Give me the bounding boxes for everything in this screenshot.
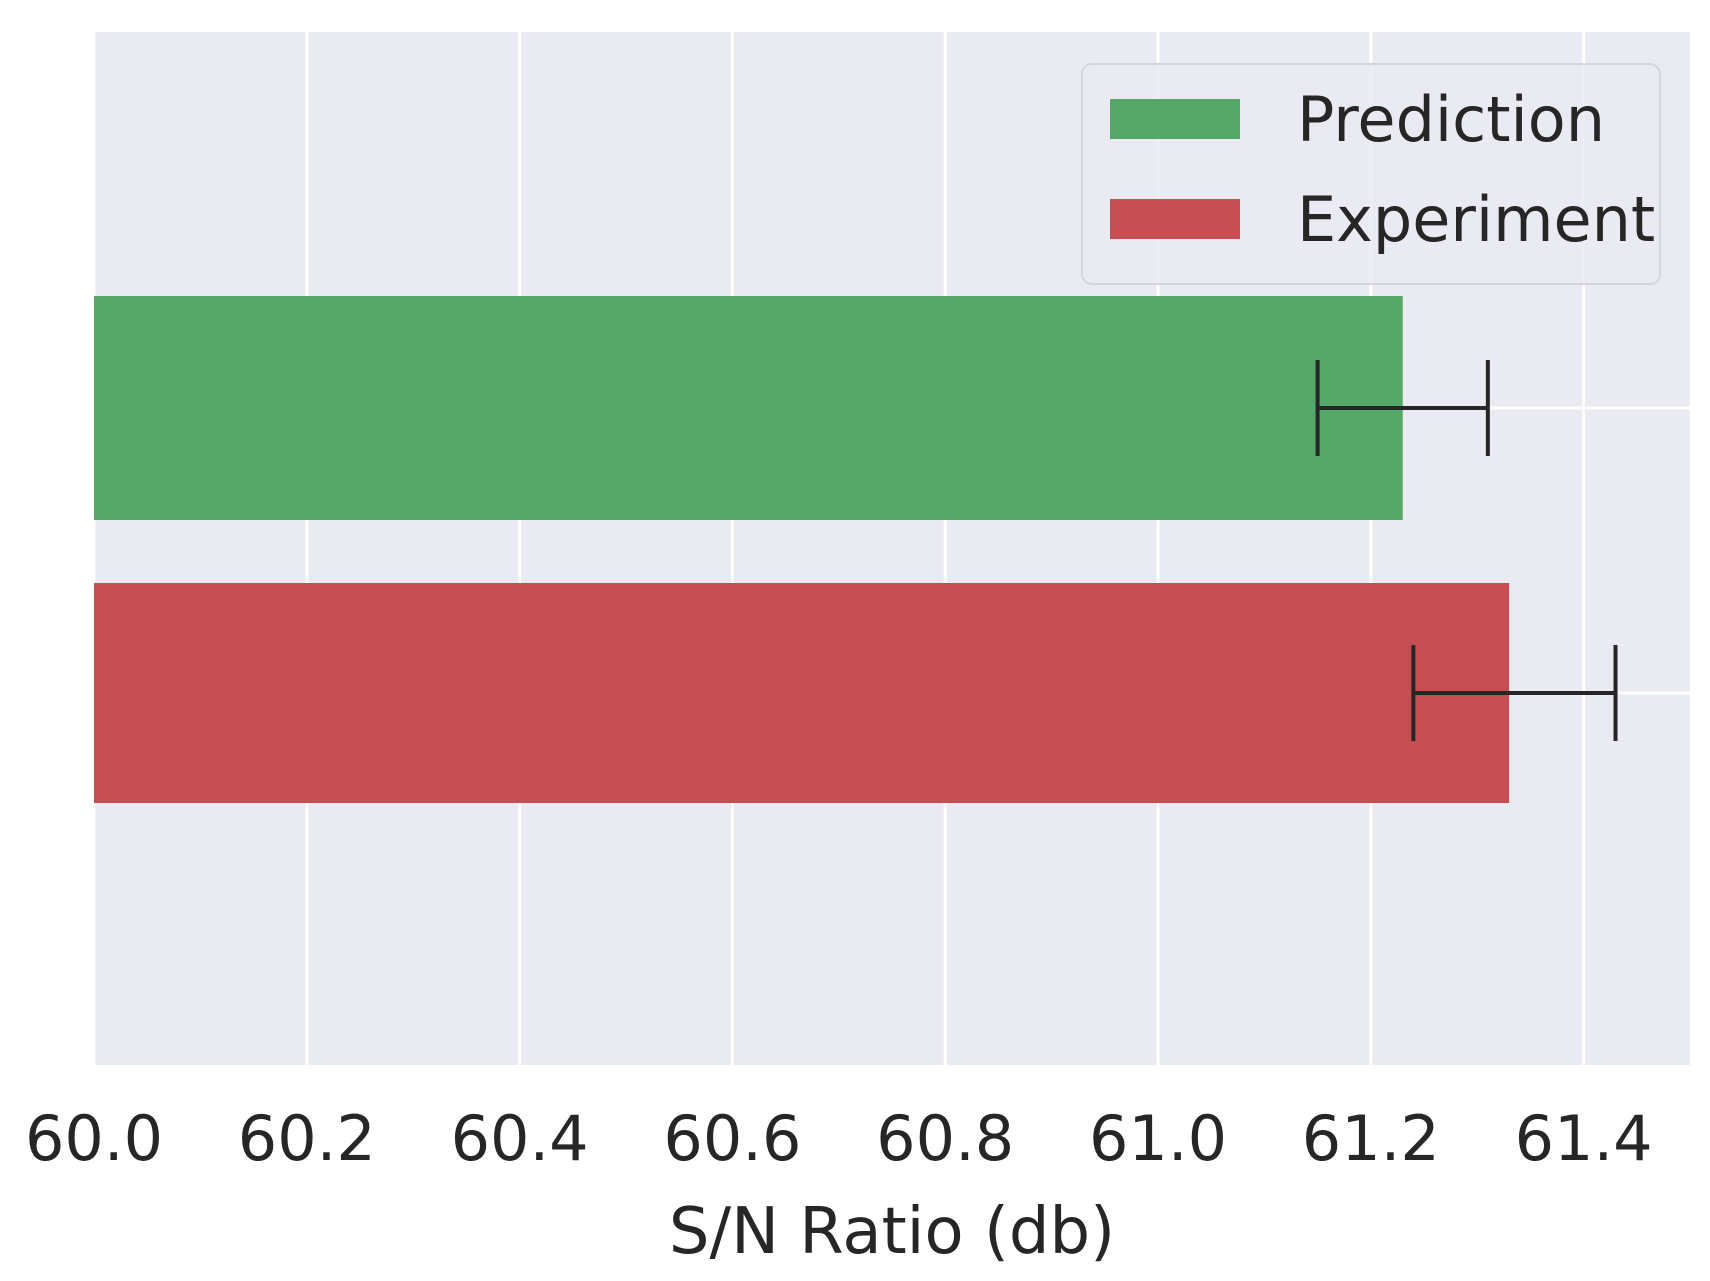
x-axis-label: S/N Ratio (db) <box>669 1195 1115 1269</box>
x-tick-label: 60.0 <box>25 1102 163 1175</box>
x-tick-label: 61.2 <box>1302 1102 1440 1175</box>
x-tick-label: 60.8 <box>876 1102 1014 1175</box>
x-tick-label: 60.4 <box>451 1102 589 1175</box>
x-tick-label: 60.6 <box>663 1102 801 1175</box>
bar-experiment <box>94 583 1510 803</box>
x-tick-label: 60.2 <box>238 1102 376 1175</box>
legend-swatch-prediction <box>1110 99 1240 139</box>
legend-label-prediction: Prediction <box>1297 83 1605 156</box>
bar-prediction <box>94 296 1403 520</box>
legend: Prediction Experiment <box>1081 63 1661 285</box>
bars <box>94 296 1510 803</box>
legend-label-experiment: Experiment <box>1297 183 1655 256</box>
x-tick-label: 61.0 <box>1089 1102 1227 1175</box>
error-bars <box>1315 360 1618 741</box>
x-tick-label: 61.4 <box>1515 1102 1653 1175</box>
x-axis-ticks: 60.0 60.2 60.4 60.6 60.8 61.0 61.2 61.4 <box>25 1102 1653 1175</box>
legend-swatch-experiment <box>1110 199 1240 239</box>
